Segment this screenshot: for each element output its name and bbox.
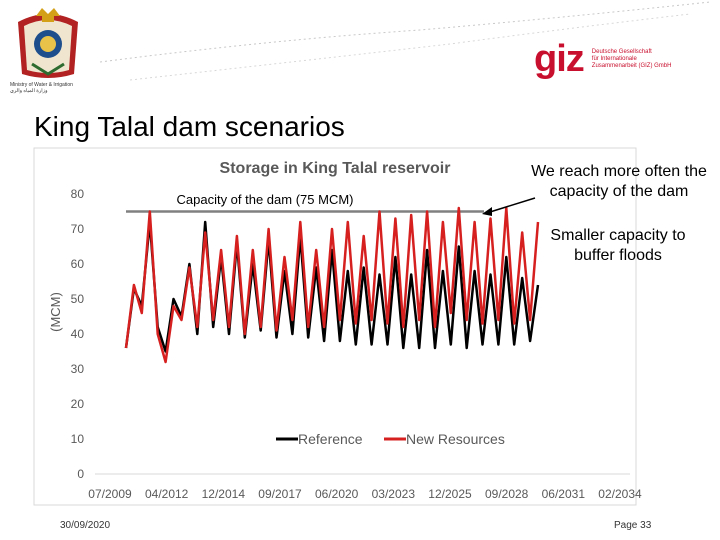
x-tick-label: 12/2014 [202, 487, 246, 501]
y-tick-label: 50 [71, 292, 85, 306]
y-tick-label: 40 [71, 327, 85, 341]
y-tick-label: 70 [71, 222, 85, 236]
x-tick-label: 04/2012 [145, 487, 189, 501]
annotation-arrow [489, 197, 536, 213]
giz-logo-text: Deutsche Gesellschaft für Internationale… [592, 49, 672, 70]
x-tick-label: 06/2031 [542, 487, 586, 501]
y-tick-label: 20 [71, 397, 85, 411]
y-tick-label: 30 [71, 362, 85, 376]
capacity-label: Capacity of the dam (75 MCM) [176, 192, 353, 207]
capacity-annotation: We reach more often the capacity of the … [531, 163, 707, 200]
x-tick-label: 09/2017 [258, 487, 302, 501]
x-axis-ticks: 07/2009 04/2012 12/2014 09/2017 06/2020 03/20… [88, 487, 642, 501]
footer-date: 30/09/2020 [60, 520, 111, 531]
buffer-annotation: Smaller capacity to buffer floods [550, 227, 686, 264]
legend-label: Reference [298, 431, 363, 447]
series-line [124, 206, 540, 364]
x-tick-label: 07/2009 [88, 487, 132, 501]
chart-frame [33, 147, 637, 506]
x-tick-label: 02/2034 [598, 487, 642, 501]
royal-crest-icon [18, 8, 78, 78]
y-axis-label: (MCM) [48, 292, 63, 332]
slide-title: King Talal dam scenarios [34, 111, 345, 142]
x-tick-label: 06/2020 [315, 487, 359, 501]
legend: Reference New Resources [276, 431, 505, 447]
y-tick-label: 60 [71, 257, 85, 271]
y-tick-label: 10 [71, 432, 85, 446]
arrow-head-icon [482, 207, 492, 216]
ministry-name: Ministry of Water & Irrigation وزارة الم… [10, 82, 100, 94]
y-tick-label: 80 [71, 187, 85, 201]
x-tick-label: 12/2025 [428, 487, 472, 501]
giz-logo-line: Deutsche Gesellschaft [591, 48, 652, 55]
y-axis-ticks: 0 10 20 30 40 50 60 70 80 [71, 187, 85, 481]
giz-logo-word: giz [534, 38, 585, 80]
ministry-logo [8, 4, 88, 96]
legend-label: New Resources [406, 431, 505, 447]
series-group [124, 206, 540, 364]
decorative-swirl [99, 1, 711, 81]
giz-logo-line: Zusammenarbeit (GIZ) GmbH [591, 62, 672, 69]
chart-title: Storage in King Talal reservoir [220, 160, 451, 177]
giz-logo: giz Deutsche Gesellschaft für Internatio… [534, 40, 671, 78]
ministry-name-en: Ministry of Water & Irrigation [10, 82, 73, 88]
ministry-name-ar: وزارة المياه والري [10, 88, 48, 94]
y-tick-label: 0 [77, 467, 84, 481]
x-tick-label: 03/2023 [372, 487, 416, 501]
footer-page-number: Page 33 [614, 520, 652, 531]
giz-logo-line: für Internationale [591, 55, 637, 62]
x-tick-label: 09/2028 [485, 487, 529, 501]
